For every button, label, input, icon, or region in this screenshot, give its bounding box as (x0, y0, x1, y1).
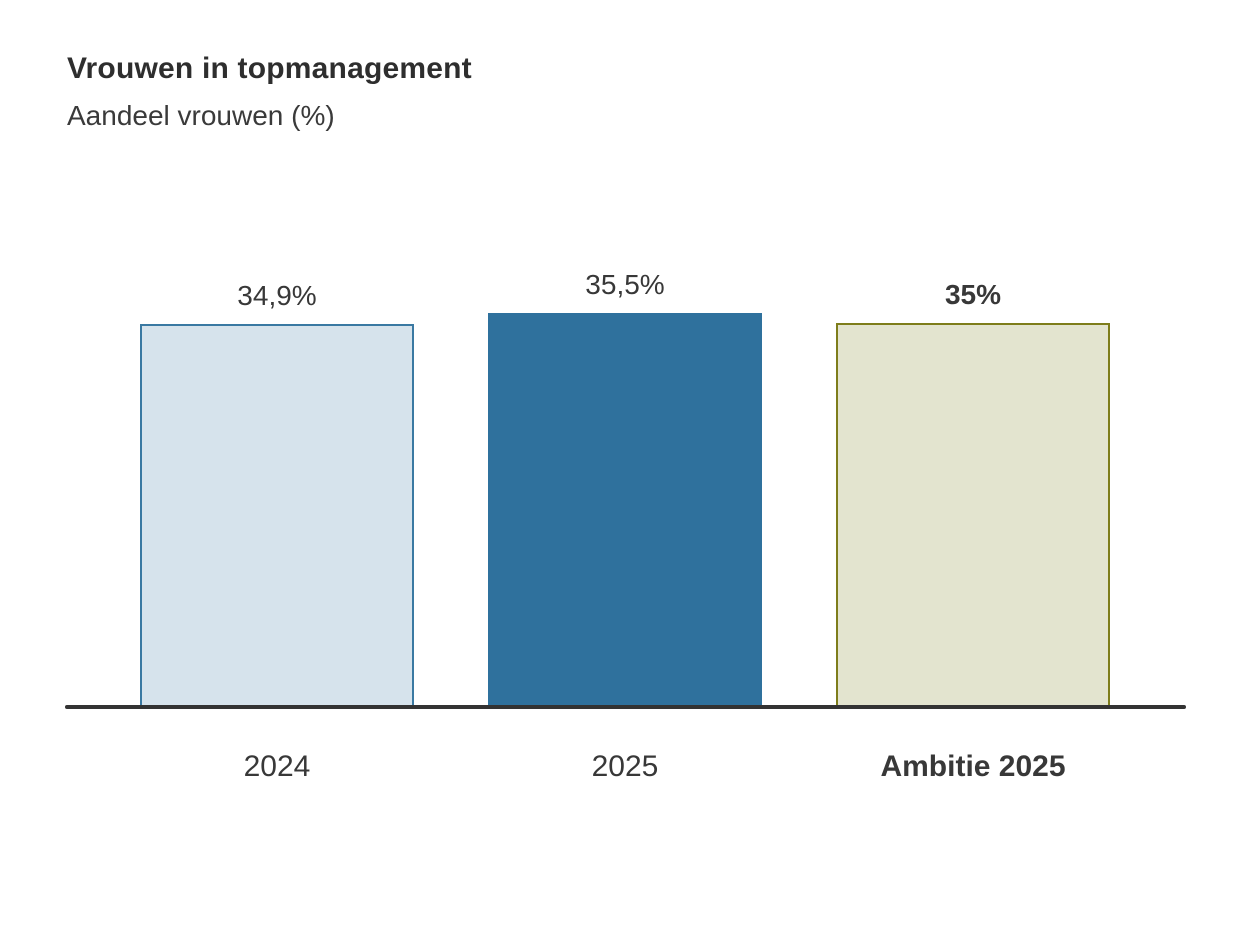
bar-group-2025: 35,5% (488, 230, 762, 709)
x-tick-2025: 2025 (591, 750, 659, 783)
bar-value-label: 35% (944, 279, 1002, 310)
bar-group-2024: 34,9% (140, 230, 414, 709)
bar-2024 (140, 324, 414, 709)
chart-subtitle: Aandeel vrouwen (%) (67, 100, 335, 131)
chart-title: Vrouwen in topmanagement (67, 52, 472, 85)
bar-2025 (488, 313, 762, 709)
bar-value-label: 35,5% (585, 269, 665, 300)
x-tick-2024: 2024 (243, 750, 311, 783)
bar-group-ambitie-2025: 35% (836, 230, 1110, 709)
bar-ambitie-2025 (836, 323, 1110, 709)
x-axis-labels: 2024 2025 Ambitie 2025 (140, 750, 1110, 783)
x-tick-ambitie-2025: Ambitie 2025 (880, 750, 1066, 783)
plot-area: 34,9% 35,5% 35% (140, 230, 1110, 709)
x-axis-line (65, 705, 1186, 709)
bar-value-label: 34,9% (237, 280, 317, 311)
